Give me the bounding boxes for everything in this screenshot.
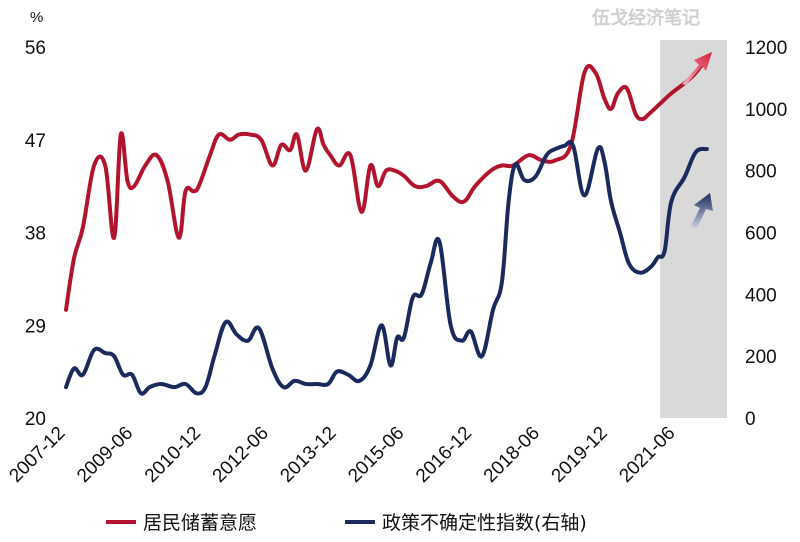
series-line-policy-uncertainty bbox=[64, 139, 709, 396]
watermark: 伍戈经济笔记 bbox=[591, 7, 700, 29]
x-axis-tick-label: 2015-06 bbox=[344, 423, 408, 487]
right-axis-tick-label: 1200 bbox=[745, 38, 787, 59]
right-axis-tick-label: 600 bbox=[745, 224, 777, 245]
right-axis-tick-label: 800 bbox=[745, 162, 777, 183]
x-axis-tick-label: 2010-12 bbox=[141, 423, 205, 487]
right-axis-tick-label: 0 bbox=[745, 409, 756, 430]
left-axis-unit: % bbox=[30, 9, 43, 26]
right-axis-tick-label: 1000 bbox=[745, 100, 787, 121]
right-axis-tick-label: 400 bbox=[745, 285, 777, 306]
series-line-savings-willingness bbox=[64, 55, 709, 312]
left-axis-tick-label: 56 bbox=[25, 38, 46, 59]
x-axis-tick-label: 2016-12 bbox=[412, 423, 476, 487]
left-axis-tick-label: 47 bbox=[25, 131, 46, 152]
left-axis-tick-label: 20 bbox=[25, 409, 46, 430]
x-axis-tick-label: 2007-12 bbox=[5, 423, 69, 487]
rising-arrow-red-icon bbox=[682, 52, 712, 85]
x-axis-tick-label: 2019-12 bbox=[548, 423, 612, 487]
legend-label-uncertainty: 政策不确定性指数(右轴) bbox=[382, 512, 587, 534]
x-axis-tick-label: 2013-12 bbox=[276, 423, 340, 487]
left-axis-tick-label: 29 bbox=[25, 316, 46, 337]
shaded-region bbox=[660, 40, 727, 418]
legend-label-savings: 居民储蓄意愿 bbox=[143, 512, 257, 534]
x-axis-tick-label: 2012-06 bbox=[209, 423, 273, 487]
x-axis-tick-label: 2021-06 bbox=[615, 423, 679, 487]
left-axis-tick-label: 38 bbox=[25, 224, 46, 245]
rising-arrow-blue-icon bbox=[691, 193, 713, 228]
right-axis-tick-label: 200 bbox=[745, 347, 777, 368]
x-axis-tick-label: 2018-06 bbox=[480, 423, 544, 487]
x-axis-tick-label: 2009-06 bbox=[73, 423, 137, 487]
